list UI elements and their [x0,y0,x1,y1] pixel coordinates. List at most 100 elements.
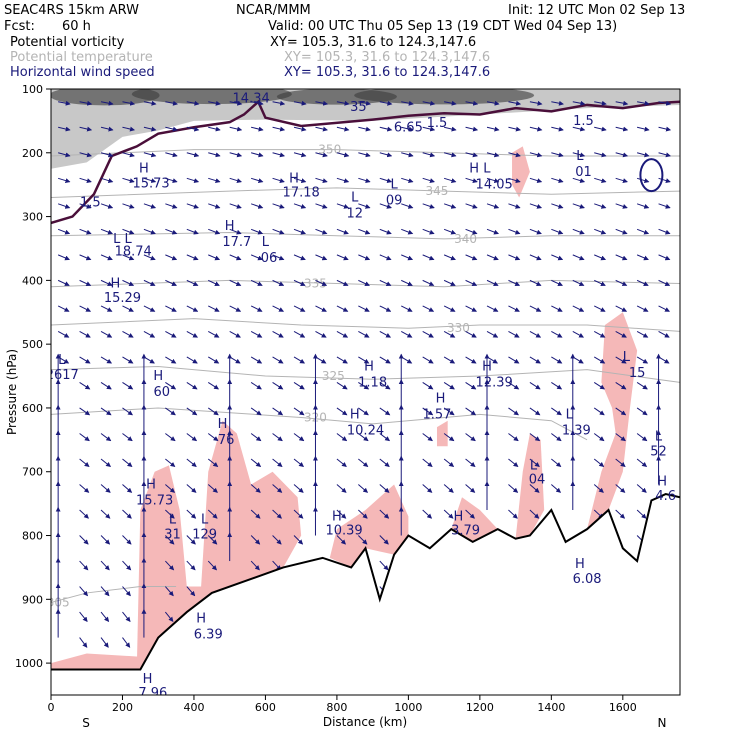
wind-arrow [293,330,306,338]
wind-arrow [207,484,218,493]
theta-contour-label: 340 [454,232,477,246]
extremum-label: 52 [650,444,667,459]
wind-arrow [443,382,455,390]
extremum-label: 6.39 [194,627,223,642]
field-xy-wind: XY= 105.3, 31.6 to 124.3,147.6 [284,65,491,80]
wind-arrow [422,279,435,286]
wind-arrow [250,407,262,416]
wind-arrow [79,637,88,648]
wind-arrow [658,330,670,338]
wind-arrow [79,407,91,416]
wind-arrow [122,279,135,286]
wind-arrow [636,228,650,235]
wind-arrow [143,228,156,235]
wind-arrow [636,433,648,442]
wind-arrow [186,152,200,158]
wind-arrow [186,100,200,106]
wind-arrow [293,509,304,519]
wind-arrow [165,152,178,158]
wind-arrow [551,177,564,183]
wind-arrow [486,203,500,209]
wind-arrow [100,330,113,338]
wind-arrow [529,279,542,286]
wind-arrow [336,356,348,364]
wind-arrow [293,228,307,235]
wind-arrow [336,382,348,390]
fcst-label: Fcst: [4,19,35,34]
wind-arrow [401,100,414,106]
wind-arrow [444,100,457,106]
wind-arrow [443,177,457,183]
wind-arrow [529,152,543,158]
wind-arrow [615,356,627,364]
wind-arrow [272,279,285,286]
wind-arrow [358,100,371,106]
wind-arrow [529,126,543,132]
wind-arrow [165,177,178,183]
extremum-label: 15.73 [132,176,169,191]
org-title: NCAR/MMM [236,3,311,18]
wind-arrow [229,203,242,209]
wind-arrow [358,203,371,209]
wind-arrow [293,305,306,312]
wind-arrow [251,100,264,106]
wind-arrow [143,100,157,106]
wind-arrow [358,484,369,493]
x-tick-label: 1200 [466,701,494,714]
wind-arrow [336,100,350,106]
valid-time: Valid: 00 UTC Thu 05 Sep 13 (19 CDT Wed … [268,19,618,34]
extremum-label: 129 [192,527,217,542]
wind-arrow [208,330,220,338]
wind-arrow [379,203,392,209]
wind-arrow [186,254,199,261]
wind-arrow [594,228,607,235]
wind-arrow [272,177,285,183]
wind-arrow [465,152,478,158]
wind-arrow [465,356,477,364]
wind-arrow [143,203,157,209]
wind-arrow [443,279,456,286]
wind-arrow [529,305,542,312]
wind-arrow [658,100,672,106]
wind-arrow [379,330,392,338]
wind-arrow [272,305,285,312]
wind-arrow [165,407,176,416]
wind-arrow [79,126,93,132]
wind-arrow [443,509,454,519]
wind-arrow [229,152,243,158]
wind-arrow [143,356,155,364]
wind-arrow [186,177,200,183]
wind-arrow [379,356,391,364]
wind-arrow [100,382,112,390]
wind-arrow [272,330,284,338]
wind-arrow [229,228,242,235]
wind-arrow [229,177,242,183]
extremum-label: L [262,235,270,250]
x-tick-label: 0 [48,701,55,714]
extremum-label: H [364,359,374,374]
wind-arrow [572,279,585,286]
theta-contour-label: 335 [304,277,327,291]
wind-arrow [401,177,414,183]
wind-arrow [165,279,177,286]
wind-arrow [443,330,456,338]
extremum-label: 4.6 [655,489,676,504]
y-tick-label: 500 [22,338,43,351]
wind-arrow [336,484,347,493]
extremum-label: H [289,171,299,186]
ascent-shaded-region [587,312,638,530]
wind-arrow [401,279,413,286]
wind-arrow [315,177,328,183]
wind-arrow [465,330,477,338]
wind-arrow [293,254,306,261]
wind-arrow [594,279,606,286]
wind-arrow [379,254,392,261]
wind-arrow [250,330,263,338]
wind-arrow [379,228,392,235]
extremum-label: 1.57 [423,407,452,422]
wind-arrow [551,126,564,132]
wind-arrow [508,484,519,493]
wind-arrow [315,152,328,158]
wind-arrow [358,254,371,261]
